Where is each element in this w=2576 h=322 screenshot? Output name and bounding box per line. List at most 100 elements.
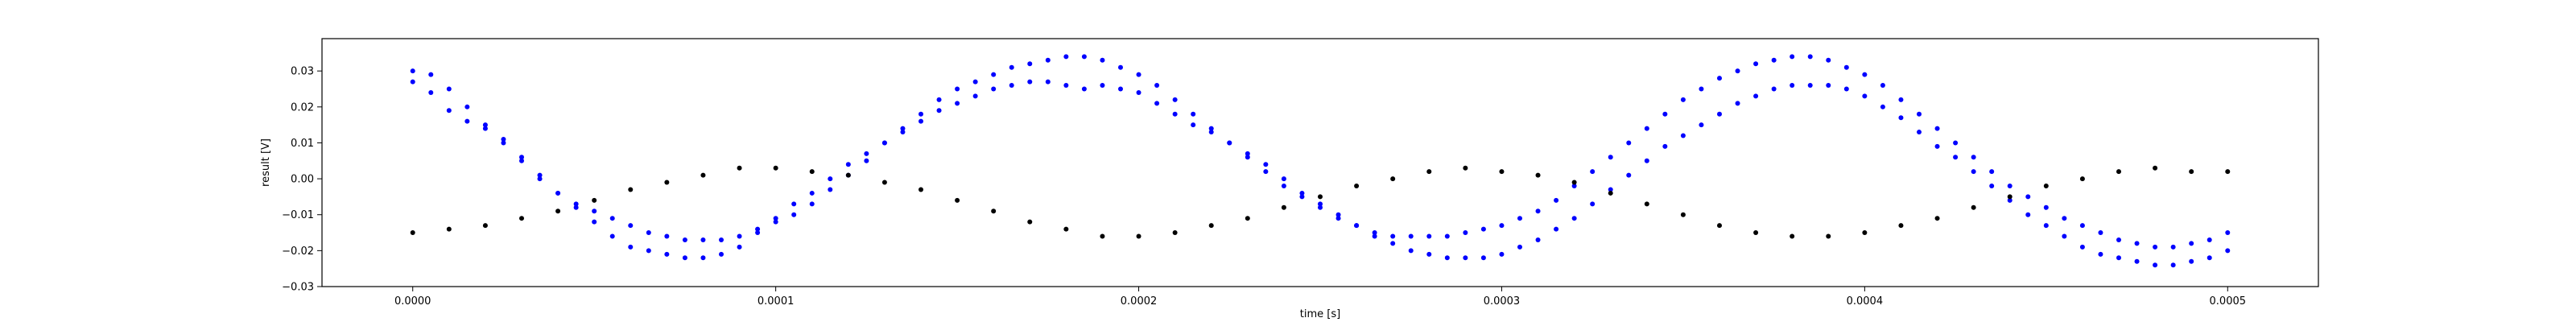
series-layer [410, 54, 2231, 268]
series-1-point-85 [1953, 140, 1959, 146]
series-1-point-100 [2225, 230, 2231, 236]
series-0-point-84 [1934, 143, 1940, 149]
series-0-point-96 [2153, 262, 2158, 268]
x-tick-label: 0.0002 [1121, 295, 1158, 308]
series-1-point-47 [1263, 169, 1269, 175]
series-2-point-8 [700, 172, 706, 178]
series-0-point-44 [1208, 130, 1214, 135]
series-2-point-45 [2043, 184, 2049, 189]
series-2-point-38 [1790, 233, 1795, 239]
series-1-point-74 [1753, 61, 1759, 67]
series-1-point-94 [2116, 237, 2121, 242]
series-2-point-28 [1426, 169, 1432, 175]
series-0-point-93 [2098, 251, 2103, 257]
series-0-point-11 [609, 233, 615, 239]
series-0-point-76 [1790, 83, 1795, 89]
series-1-point-4 [482, 122, 488, 128]
series-1-point-19 [755, 226, 761, 232]
series-1-point-72 [1717, 76, 1722, 81]
series-0 [410, 79, 2231, 268]
series-1-point-89 [2025, 194, 2031, 200]
series-2-point-41 [1898, 223, 1904, 229]
series-2-point-23 [1245, 216, 1250, 221]
series-0-point-49 [1299, 190, 1305, 196]
series-1-point-5 [501, 140, 506, 146]
series-0-point-43 [1191, 122, 1196, 128]
series-2-point-11 [809, 169, 815, 175]
y-axis-ticks: −0.03 −0.02 −0.01 0.00 0.01 0.02 0.03 [282, 66, 322, 294]
series-2-point-18 [1063, 226, 1069, 232]
series-0-point-46 [1245, 151, 1250, 156]
series-2-point-12 [845, 172, 851, 178]
series-0-point-4 [482, 126, 488, 131]
series-0-point-55 [1408, 248, 1414, 254]
series-1-point-83 [1917, 111, 1922, 117]
series-0-point-97 [2170, 262, 2176, 268]
series-1-point-9 [573, 201, 579, 207]
series-2-point-0 [410, 230, 415, 236]
series-1-point-10 [592, 208, 597, 214]
series-2-point-36 [1717, 223, 1722, 229]
series-1-point-36 [1063, 54, 1069, 60]
series-2-point-21 [1172, 230, 1178, 236]
series-0-point-60 [1499, 251, 1505, 257]
series-0-point-27 [900, 130, 906, 135]
series-1-point-33 [1009, 64, 1014, 70]
series-1-point-31 [972, 79, 978, 85]
series-1-point-30 [955, 86, 960, 92]
series-0-point-68 [1644, 158, 1649, 163]
series-1-point-95 [2134, 241, 2140, 246]
series-1-point-8 [555, 190, 561, 196]
series-0-point-32 [991, 86, 997, 92]
x-axis-ticks: 0.0000 0.0001 0.0002 0.0003 0.0004 0.0005 [394, 287, 2246, 308]
series-1-point-18 [737, 233, 742, 239]
series-0-point-34 [1027, 79, 1033, 85]
series-0-point-89 [2025, 212, 2031, 217]
series-0-point-53 [1372, 233, 1377, 239]
series-0-point-91 [2062, 233, 2067, 239]
series-0-point-13 [646, 248, 651, 254]
series-1-point-29 [936, 97, 942, 102]
series-1-point-52 [1354, 223, 1360, 229]
series-0-point-95 [2134, 258, 2140, 264]
series-1-point-42 [1172, 97, 1178, 102]
y-tick-label: 0.03 [291, 66, 314, 78]
series-0-point-10 [592, 219, 597, 225]
series-1-point-76 [1790, 54, 1795, 60]
series-0-point-47 [1263, 162, 1269, 167]
series-0-point-94 [2116, 255, 2121, 261]
series-0-point-23 [828, 176, 833, 182]
series-1-point-87 [1989, 169, 1995, 175]
x-tick-label: 0.0005 [2210, 295, 2247, 308]
series-0-point-56 [1426, 251, 1432, 257]
series-0-point-81 [1880, 104, 1885, 109]
series-0-point-21 [791, 201, 797, 207]
series-1-point-35 [1045, 57, 1051, 63]
series-2 [410, 165, 2231, 239]
series-0-point-36 [1063, 83, 1069, 89]
series-0-point-69 [1662, 143, 1668, 149]
series-1-point-14 [664, 233, 670, 239]
series-1-point-13 [646, 230, 651, 236]
y-tick-label: −0.02 [282, 246, 314, 258]
series-1-point-12 [628, 223, 634, 229]
series-0-point-19 [755, 230, 761, 236]
series-2-point-7 [664, 180, 670, 185]
series-0-point-40 [1136, 89, 1141, 95]
series-1-point-53 [1372, 230, 1377, 236]
series-1-point-28 [919, 111, 923, 117]
series-2-point-39 [1826, 233, 1831, 239]
series-1-point-73 [1735, 68, 1740, 74]
series-2-point-16 [991, 208, 997, 214]
series-2-point-25 [1318, 194, 1323, 200]
series-1-point-38 [1100, 57, 1105, 63]
series-0-point-39 [1118, 86, 1123, 92]
series-2-point-6 [628, 187, 634, 192]
series-1-point-56 [1426, 233, 1432, 239]
y-tick-label: 0.02 [291, 101, 314, 114]
series-0-point-98 [2189, 258, 2194, 264]
series-1-point-92 [2079, 223, 2085, 229]
x-tick-label: 0.0001 [758, 295, 795, 308]
series-0-point-88 [2007, 197, 2013, 203]
series-1-point-66 [1608, 155, 1613, 160]
